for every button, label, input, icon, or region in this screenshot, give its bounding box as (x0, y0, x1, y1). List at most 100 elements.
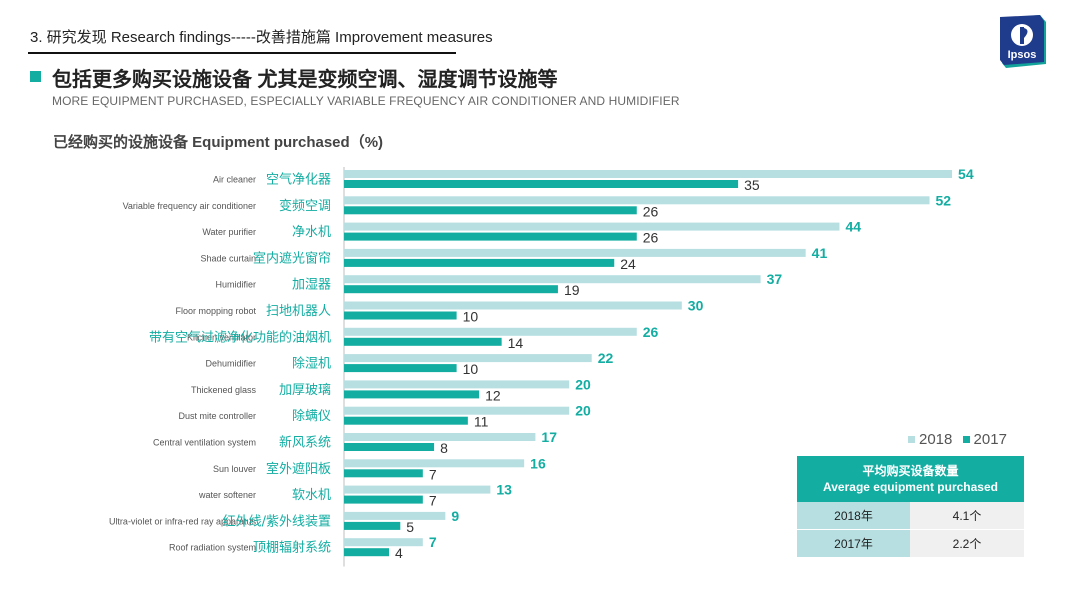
legend-item-2017: 2017 (962, 431, 1007, 448)
data-label-2017: 26 (643, 203, 659, 219)
data-label-2018: 44 (845, 219, 861, 235)
bar-2017 (344, 258, 615, 267)
bar-2017 (344, 548, 390, 557)
bar-2017 (344, 495, 423, 504)
category-label-en: Dehumidifier (205, 359, 256, 369)
bar-2017 (344, 337, 502, 346)
table-cell-year: 2017年 (797, 529, 910, 557)
category-label-en: Air cleaner (213, 175, 256, 185)
category-label-en: Shade curtain (200, 253, 256, 263)
table-cell-year: 2018年 (797, 502, 910, 530)
data-label-2017: 4 (395, 545, 403, 561)
bar-2018 (344, 511, 446, 520)
table-cell-value: 2.2个 (910, 529, 1024, 557)
bar-2017 (344, 521, 401, 530)
category-label-zh: 室内遮光窗帘 (253, 250, 331, 266)
average-equipment-table: 平均购买设备数量 Average equipment purchased 201… (797, 456, 1024, 557)
category-label-zh: 扫地机器人 (266, 304, 331, 319)
data-label-2017: 10 (463, 309, 479, 325)
data-label-2018: 30 (688, 298, 704, 314)
category-label-zh: 新风系统 (279, 435, 331, 451)
ipsos-logo: Ipsos (999, 15, 1047, 68)
bar-2018 (344, 222, 840, 231)
data-label-2018: 7 (429, 534, 437, 550)
category-label-zh: 空气净化器 (266, 172, 331, 188)
average-table-header: 平均购买设备数量 Average equipment purchased (797, 456, 1024, 502)
heading-bullet (30, 71, 41, 82)
bar-2017 (344, 390, 480, 399)
data-label-2017: 7 (429, 493, 437, 509)
average-table-header-zh: 平均购买设备数量 (862, 464, 959, 478)
section-title: 3. 研究发现 Research findings-----改善措施篇 Impr… (30, 29, 493, 46)
category-label-en: Humidifier (215, 280, 256, 290)
bar-2018 (344, 354, 592, 363)
bar-2017 (344, 232, 637, 241)
data-label-2017: 8 (440, 440, 448, 456)
bar-2018 (344, 538, 423, 547)
category-label-en: water softener (198, 490, 256, 500)
category-label-zh: 室外遮阳板 (266, 461, 331, 477)
bar-2018 (344, 406, 570, 415)
bar-2018 (344, 196, 930, 205)
category-label-en: Kitchen ventilator (187, 332, 256, 342)
data-label-2017: 26 (643, 230, 659, 246)
category-label-zh: 除湿机 (292, 357, 331, 372)
category-label-en: Water purifier (202, 227, 256, 237)
data-label-2017: 5 (406, 519, 414, 535)
data-label-2017: 11 (474, 414, 489, 430)
data-label-2018: 26 (643, 324, 659, 340)
data-label-2017: 24 (620, 256, 636, 272)
data-label-2017: 12 (485, 387, 501, 403)
bar-2018 (344, 433, 536, 441)
category-label-en: Sun louver (213, 464, 256, 474)
table-row: 2017年 2.2个 (797, 529, 1024, 557)
chart-title: 已经购买的设施设备 Equipment purchased（%) (53, 134, 384, 151)
legend-item-2018: 2018 (908, 431, 952, 448)
bar-2017 (344, 285, 558, 294)
category-label-zh: 带有空气过滤净化功能的油烟机 (149, 329, 331, 345)
legend-label-2017: 2017 (973, 431, 1007, 448)
chart-legend: 2018 2017 (908, 430, 1013, 448)
data-label-2018: 16 (530, 455, 546, 471)
data-label-2017: 35 (744, 177, 760, 193)
bar-2017 (344, 469, 423, 478)
bar-2017 (344, 364, 457, 373)
category-label-zh: 净水机 (292, 225, 331, 240)
bar-2018 (344, 327, 637, 336)
category-label-en: Roof radiation system (169, 543, 256, 553)
bar-2017 (344, 416, 468, 425)
bar-2018 (344, 459, 525, 468)
data-label-2018: 54 (958, 166, 974, 182)
bar-2018 (344, 170, 953, 178)
ipsos-logo-mark: Ipsos (1000, 15, 1046, 68)
bar-2018 (344, 248, 806, 257)
data-label-2018: 9 (451, 508, 459, 524)
table-row: 2018年 4.1个 (797, 502, 1024, 530)
category-label-zh: 顶棚辐射系统 (253, 540, 331, 556)
legend-swatch-2017 (962, 436, 970, 443)
data-label-2017: 7 (429, 466, 437, 482)
data-label-2018: 41 (812, 245, 828, 261)
category-label-zh: 加湿器 (292, 278, 331, 293)
category-label-en: Floor mopping robot (175, 306, 256, 316)
category-label-zh: 除螨仪 (292, 409, 331, 424)
bar-2017 (344, 311, 457, 320)
table-cell-value: 4.1个 (910, 502, 1024, 530)
bar-2017 (344, 206, 637, 215)
page-subtitle: MORE EQUIPMENT PURCHASED, ESPECIALLY VAR… (52, 94, 680, 108)
category-label-en: Thickened glass (191, 385, 257, 395)
data-label-2018: 13 (496, 482, 512, 498)
logo-text: Ipsos (1008, 49, 1037, 61)
bar-2018 (344, 380, 570, 389)
category-label-en: Ultra-violet or infra-red ray apparatus (109, 516, 257, 526)
category-label-zh: 加厚玻璃 (279, 383, 331, 398)
average-table-header-en: Average equipment purchased (823, 480, 998, 494)
data-label-2018: 52 (936, 192, 952, 208)
legend-swatch-2018 (908, 436, 915, 443)
category-label-en: Central ventilation system (153, 438, 256, 448)
bar-2018 (344, 301, 682, 310)
data-label-2018: 20 (575, 376, 591, 392)
bar-2017 (344, 180, 739, 188)
data-label-2018: 20 (575, 403, 591, 419)
